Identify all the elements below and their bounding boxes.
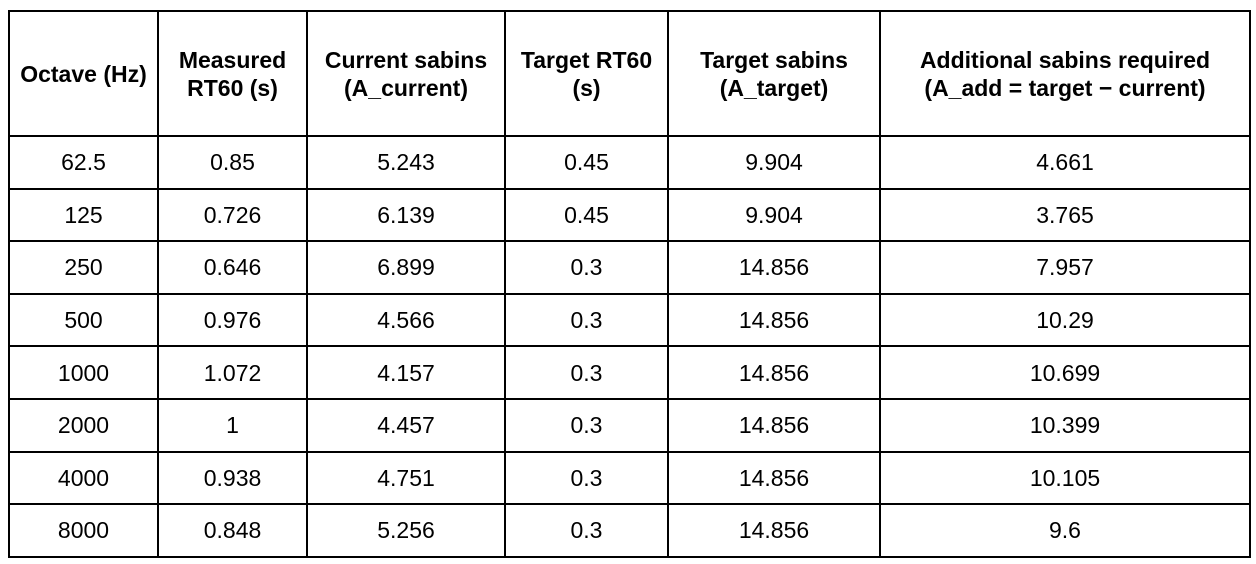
table-cell: 3.765: [879, 187, 1251, 243]
table-cell: 9.904: [667, 135, 881, 190]
table-cell: 4000: [8, 450, 159, 506]
table-body: 62.5 0.85 5.243 0.45 9.904 4.661 125 0.726 6.139…: [8, 135, 1251, 558]
table-cell: 125: [8, 187, 159, 243]
table-cell: 6.139: [306, 187, 506, 243]
table-cell: 10.399: [879, 397, 1251, 453]
table-row: 2000 1 4.457 0.3 14.856 10.399: [8, 397, 1251, 453]
table-header: Octave (Hz) Measured RT60 (s) Current sabi…: [8, 10, 1251, 137]
table-cell: 14.856: [667, 345, 881, 400]
table-cell: 0.976: [157, 292, 308, 348]
table-cell: 6.899: [306, 240, 506, 295]
table-cell: 0.3: [504, 345, 669, 400]
table-cell: 62.5: [8, 135, 159, 190]
table-cell: 0.45: [504, 135, 669, 190]
table-row: 250 0.646 6.899 0.3 14.856 7.957: [8, 240, 1251, 295]
table-cell: 10.105: [879, 450, 1251, 506]
table-cell: 4.751: [306, 450, 506, 506]
table-cell: 8000: [8, 503, 159, 558]
table-cell: 5.256: [306, 503, 506, 558]
table-row: 1000 1.072 4.157 0.3 14.856 10.699: [8, 345, 1251, 400]
table-cell: 9.6: [879, 503, 1251, 558]
header-row: Octave (Hz) Measured RT60 (s) Current sabi…: [8, 10, 1251, 137]
table-cell: 4.157: [306, 345, 506, 400]
header-cell: Measured RT60 (s): [157, 10, 308, 137]
table-cell: 10.29: [879, 292, 1251, 348]
table-cell: 5.243: [306, 135, 506, 190]
table-cell: 14.856: [667, 450, 881, 506]
table-cell: 500: [8, 292, 159, 348]
table-row: 125 0.726 6.139 0.45 9.904 3.765: [8, 187, 1251, 243]
table-cell: 0.646: [157, 240, 308, 295]
table-cell: 0.3: [504, 397, 669, 453]
header-cell: Additional sabins required (A_add = targ…: [879, 10, 1251, 137]
table-cell: 4.566: [306, 292, 506, 348]
table-row: 62.5 0.85 5.243 0.45 9.904 4.661: [8, 135, 1251, 190]
header-cell: Current sabins (A_current): [306, 10, 506, 137]
table-cell: 0.3: [504, 450, 669, 506]
table-cell: 4.661: [879, 135, 1251, 190]
table-cell: 10.699: [879, 345, 1251, 400]
table-cell: 0.726: [157, 187, 308, 243]
table-cell: 1000: [8, 345, 159, 400]
table-cell: 14.856: [667, 397, 881, 453]
header-cell: Target sabins (A_target): [667, 10, 881, 137]
header-cell: Octave (Hz): [8, 10, 159, 137]
table-cell: 0.848: [157, 503, 308, 558]
table-cell: 4.457: [306, 397, 506, 453]
table-cell: 0.85: [157, 135, 308, 190]
table-cell: 2000: [8, 397, 159, 453]
table-cell: 7.957: [879, 240, 1251, 295]
table-cell: 14.856: [667, 503, 881, 558]
table-row: 500 0.976 4.566 0.3 14.856 10.29: [8, 292, 1251, 348]
table-cell: 0.3: [504, 503, 669, 558]
table-cell: 250: [8, 240, 159, 295]
table-cell: 14.856: [667, 292, 881, 348]
table-cell: 14.856: [667, 240, 881, 295]
table-cell: 1: [157, 397, 308, 453]
table-cell: 9.904: [667, 187, 881, 243]
header-cell: Target RT60 (s): [504, 10, 669, 137]
table-row: 8000 0.848 5.256 0.3 14.856 9.6: [8, 503, 1251, 558]
table-row: 4000 0.938 4.751 0.3 14.856 10.105: [8, 450, 1251, 506]
table-cell: 1.072: [157, 345, 308, 400]
table-cell: 0.3: [504, 292, 669, 348]
table-cell: 0.938: [157, 450, 308, 506]
table-cell: 0.3: [504, 240, 669, 295]
table-cell: 0.45: [504, 187, 669, 243]
data-table: Octave (Hz) Measured RT60 (s) Current sabi…: [8, 10, 1251, 558]
